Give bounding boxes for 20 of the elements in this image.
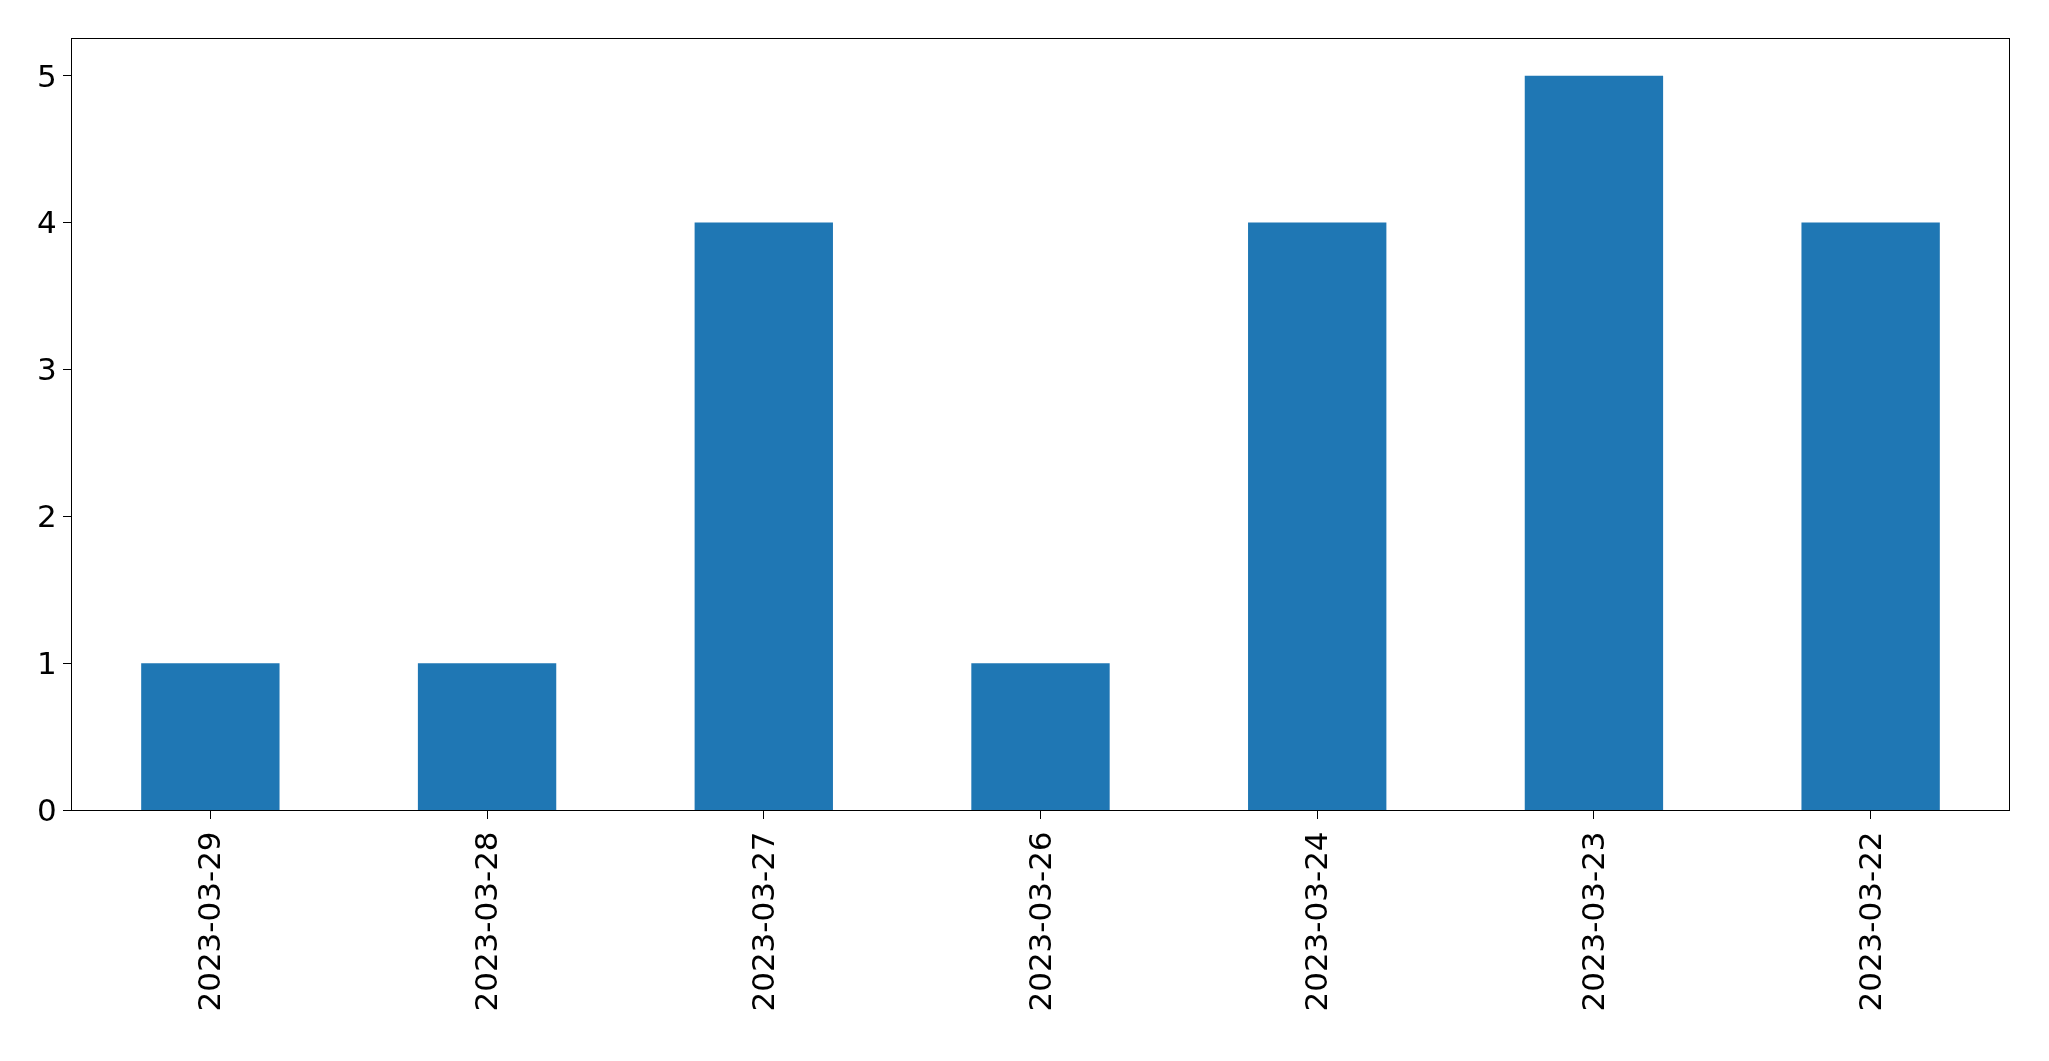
- bar: [1801, 222, 1940, 810]
- x-tick-label: 2023-03-27: [744, 831, 781, 1012]
- x-tick-label: 2023-03-29: [191, 831, 228, 1012]
- y-tick-label: 4: [37, 204, 57, 241]
- y-tick-label: 0: [37, 791, 57, 828]
- bar: [694, 222, 833, 810]
- x-tick-label: 2023-03-23: [1575, 831, 1612, 1012]
- x-tick-label: 2023-03-24: [1298, 831, 1335, 1012]
- bar: [1524, 75, 1664, 810]
- bar: [141, 663, 280, 810]
- bar: [1248, 222, 1387, 810]
- bar: [971, 663, 1110, 810]
- y-tick-label: 3: [37, 351, 57, 388]
- x-tick-label: 2023-03-22: [1851, 831, 1888, 1012]
- y-tick-label: 1: [37, 644, 57, 681]
- bar: [417, 663, 557, 810]
- y-tick-label: 5: [37, 57, 57, 94]
- x-tick-label: 2023-03-26: [1021, 831, 1058, 1012]
- x-tick-label: 2023-03-28: [468, 831, 505, 1012]
- y-tick-label: 2: [37, 498, 57, 535]
